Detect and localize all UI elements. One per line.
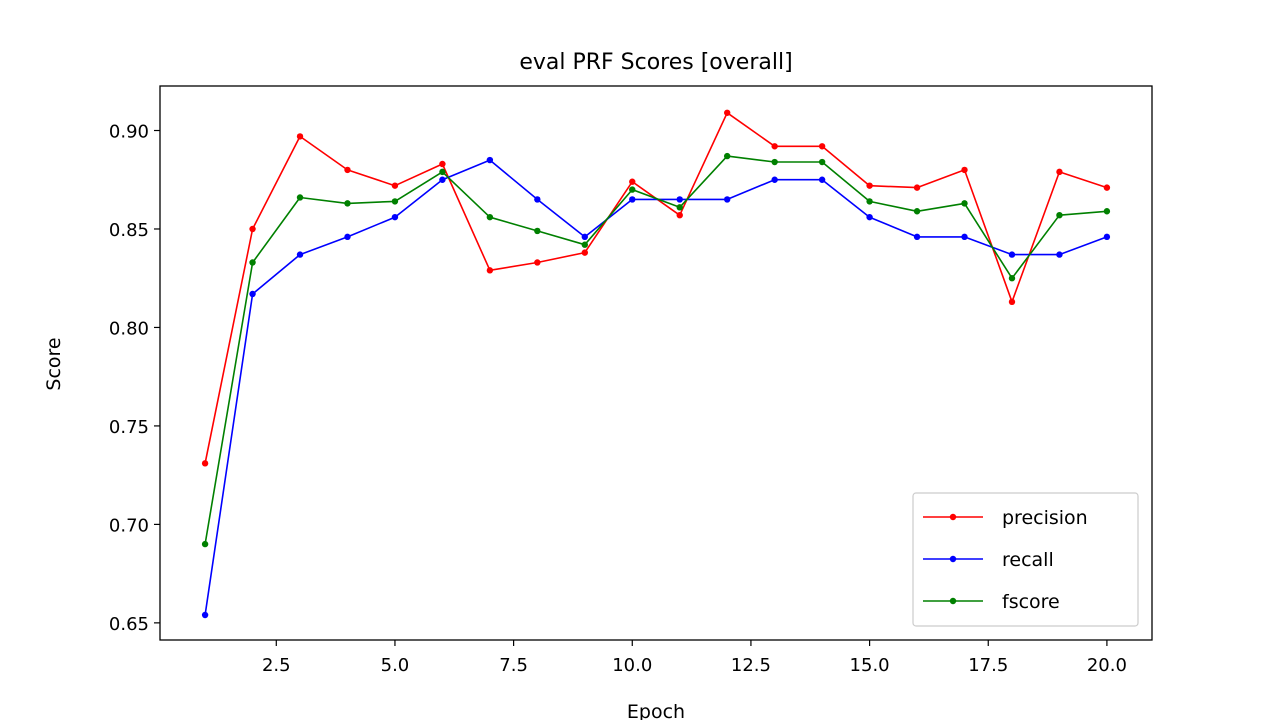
- precision-point: [723, 109, 731, 116]
- recall-point: [866, 213, 873, 221]
- recall-point: [676, 196, 683, 203]
- y-tick-label: 0.85: [109, 220, 149, 241]
- precision-point: [249, 225, 256, 233]
- x-tick-label: 5.0: [381, 655, 410, 676]
- y-tick-label: 0.65: [109, 614, 149, 635]
- fscore-point: [534, 227, 541, 235]
- legend-label: fscore: [1002, 591, 1060, 613]
- fscore-point: [723, 152, 731, 160]
- legend-item-precision: precision: [923, 507, 1088, 529]
- data-lines: [201, 109, 1111, 619]
- fscore-point: [439, 168, 446, 176]
- axes: 2.5 5.0 7.5 10.0 12.5 15.0 17.5 20.0 0.65 0.70 0.7…: [109, 122, 1127, 676]
- recall-point: [1103, 233, 1111, 241]
- precision-point: [629, 178, 636, 185]
- x-tick-label: 17.5: [968, 655, 1008, 676]
- y-tick-label: 0.70: [109, 515, 149, 536]
- recall-point: [818, 176, 826, 183]
- recall-point: [961, 233, 968, 241]
- recall-point: [629, 196, 636, 203]
- precision-point: [771, 143, 778, 150]
- precision-point: [866, 182, 873, 189]
- x-axis-label: Epoch: [627, 701, 685, 720]
- legend: precision recall fscore: [912, 492, 1139, 627]
- precision-point: [439, 160, 446, 168]
- recall-point: [391, 213, 399, 221]
- precision-line: [204, 112, 1108, 464]
- x-tick-label: 7.5: [499, 655, 528, 676]
- precision-point: [344, 166, 351, 174]
- precision-point: [1103, 184, 1111, 191]
- legend-marker-precision: [949, 513, 957, 521]
- fscore-point: [1103, 208, 1111, 215]
- precision-point: [486, 267, 494, 274]
- x-tick-label: 12.5: [731, 655, 771, 676]
- series-fscore: [201, 152, 1111, 548]
- recall-point: [344, 233, 351, 241]
- precision-point: [391, 182, 399, 189]
- fscore-line: [204, 155, 1107, 545]
- fscore-point: [913, 208, 921, 215]
- precision-point: [676, 211, 683, 219]
- legend-item-recall: recall: [923, 549, 1054, 571]
- y-axis-label: Score: [43, 337, 65, 390]
- precision-point: [534, 259, 541, 266]
- x-tick-label: 2.5: [262, 655, 291, 676]
- recall-point: [913, 233, 921, 241]
- fscore-point: [581, 241, 589, 248]
- fscore-point: [961, 200, 968, 207]
- y-tick-label: 0.80: [109, 318, 149, 339]
- fscore-point: [629, 186, 636, 193]
- precision-point: [581, 249, 589, 256]
- recall-point: [439, 176, 446, 183]
- fscore-point: [391, 198, 399, 205]
- legend-label: recall: [1002, 549, 1054, 571]
- precision-point: [201, 460, 209, 467]
- fscore-point: [344, 200, 351, 207]
- chart-title: eval PRF Scores [overall]: [519, 50, 792, 75]
- plot-frame: [159, 85, 1153, 641]
- recall-line: [204, 159, 1108, 616]
- recall-point: [771, 176, 778, 183]
- series-recall: [201, 156, 1111, 619]
- legend-marker-fscore: [949, 597, 957, 605]
- recall-point: [723, 196, 731, 203]
- x-tick-label: 10.0: [612, 655, 652, 676]
- recall-point: [201, 611, 209, 619]
- fscore-point: [249, 259, 256, 266]
- recall-point: [534, 196, 541, 203]
- recall-point: [1008, 251, 1016, 258]
- y-tick-label: 0.90: [109, 122, 149, 143]
- recall-point: [1056, 251, 1063, 258]
- precision-point: [818, 143, 826, 150]
- precision-point: [296, 133, 304, 140]
- fscore-point: [866, 198, 873, 205]
- legend-box: [912, 492, 1139, 627]
- fscore-point: [201, 540, 209, 548]
- fscore-point: [296, 194, 304, 201]
- fscore-point: [486, 213, 494, 221]
- series-precision: [201, 109, 1111, 467]
- x-tick-label: 20.0: [1087, 655, 1127, 676]
- fscore-point: [676, 204, 683, 211]
- recall-point: [581, 233, 589, 241]
- precision-point: [913, 184, 921, 191]
- fscore-point: [771, 158, 778, 166]
- recall-point: [296, 251, 304, 258]
- legend-marker-recall: [949, 555, 957, 563]
- precision-point: [1056, 168, 1063, 176]
- fscore-point: [1008, 275, 1016, 282]
- precision-point: [961, 166, 968, 174]
- legend-label: precision: [1002, 507, 1088, 529]
- legend-item-fscore: fscore: [923, 591, 1060, 613]
- recall-point: [249, 290, 256, 298]
- precision-point: [1008, 298, 1016, 306]
- recall-point: [486, 156, 494, 164]
- fscore-point: [1056, 211, 1063, 219]
- x-tick-label: 15.0: [850, 655, 890, 676]
- y-tick-label: 0.75: [109, 417, 149, 438]
- fscore-point: [818, 158, 826, 166]
